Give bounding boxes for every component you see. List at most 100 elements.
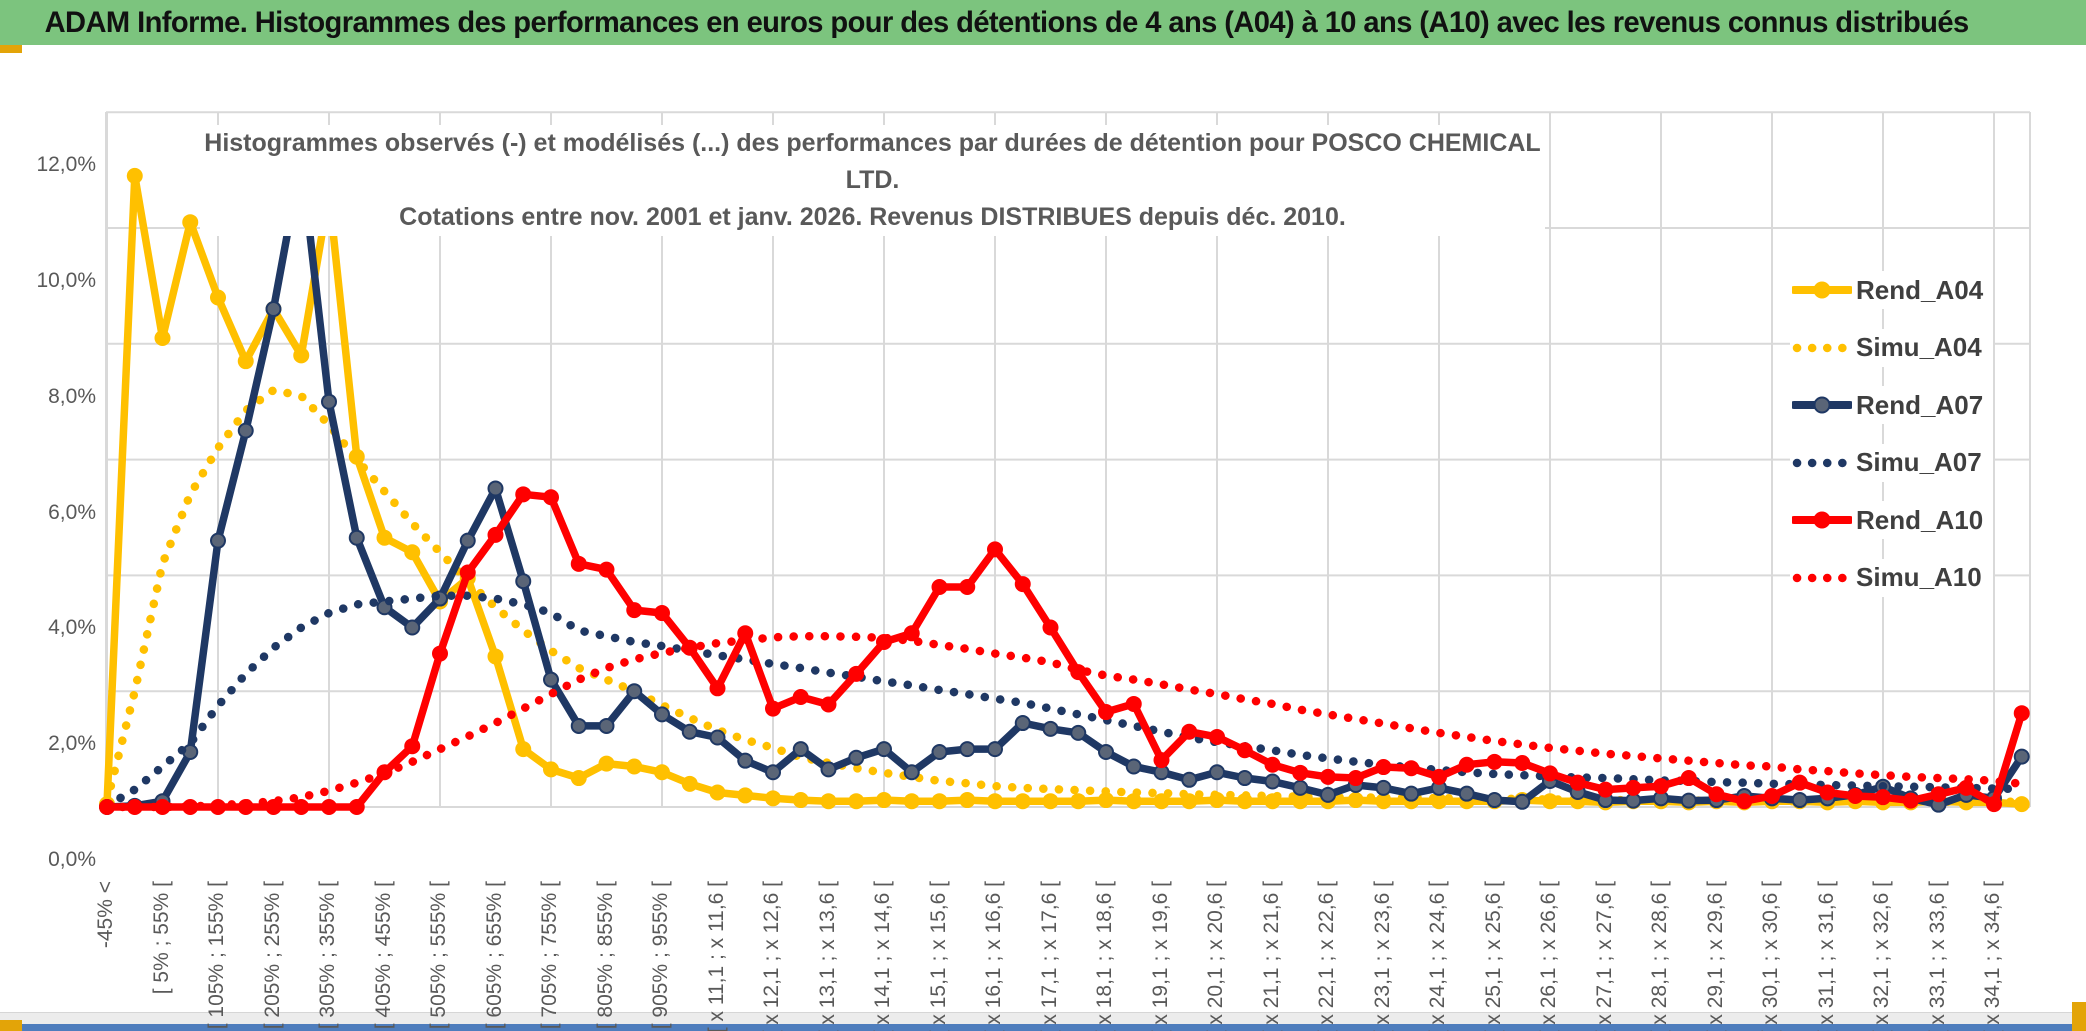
series-Simu_A10 [102,631,2027,812]
marker-Rend_A10 [626,602,643,619]
marker-Rend_A10 [931,578,948,595]
marker-Rend_A10 [404,738,421,755]
marker-Rend_A10 [1347,770,1364,787]
marker-Rend_A10 [1042,619,1059,636]
marker-Rend_A10 [987,541,1003,558]
marker-Rend_A10 [1264,756,1281,773]
marker-Rend_A10 [1819,784,1836,801]
marker-Rend_A10 [1236,742,1253,759]
marker-Rend_A07 [709,729,726,746]
marker-Rend_A10 [1292,764,1309,781]
marker-Rend_A07 [210,532,226,549]
marker-Rend_A10 [598,561,615,578]
x-axis-label: [ x 18,1 ; x 18,6 [ [1093,881,1116,1031]
marker-Rend_A07 [765,764,781,781]
marker-Rend_A04 [210,289,226,306]
marker-Rend_A04 [126,167,143,184]
marker-Rend_A04 [293,347,310,364]
legend-entry-Rend_A10[interactable]: Rend_A10 [1790,501,1994,539]
chart-title: Histogrammes observés (-) et modélisés (… [200,125,1545,236]
performance-histogram-chart [99,111,2031,815]
x-axis-label: [ x 21,1 ; x 21,6 [ [1259,881,1283,1031]
marker-Rend_A07 [515,573,532,590]
marker-Rend_A04 [876,792,892,809]
marker-Rend_A07 [1070,724,1087,741]
marker-Rend_A07 [876,741,892,758]
marker-Rend_A04 [237,353,254,370]
marker-Rend_A10 [709,680,726,697]
x-axis-label: [ x 17,1 ; x 17,6 [ [1037,881,1061,1031]
x-axis-label: [ x 24,1 ; x 24,6 [ [1426,881,1449,1031]
legend-entry-Rend_A04[interactable]: Rend_A04 [1790,271,1994,309]
marker-Rend_A07 [931,743,948,760]
marker-Rend_A07 [1403,785,1420,802]
x-axis-label: [ 805% ; 855% [ [593,881,617,1030]
marker-Rend_A04 [626,758,643,775]
legend-sample-line [1792,573,1852,582]
marker-Rend_A04 [903,793,920,810]
marker-Rend_A10 [1209,728,1225,745]
y-axis-label: 0,0% [48,848,96,871]
x-axis-label: [ x 25,1 ; x 25,6 [ [1481,881,1505,1031]
x-axis-label: [ x 14,1 ; x 14,6 [ [871,881,894,1031]
marker-Rend_A07 [1791,792,1808,809]
marker-Rend_A10 [515,486,532,503]
document-title: ADAM Informe. Histogrammes des performan… [44,5,1970,39]
marker-Rend_A04 [931,793,948,810]
legend-label: Rend_A10 [1856,504,1984,535]
marker-Rend_A10 [1431,768,1447,785]
legend-label: Simu_A10 [1856,562,1982,592]
marker-Rend_A07 [848,749,865,766]
x-axis-label: [ 305% ; 355% [ [316,881,339,1030]
marker-Rend_A10 [1791,774,1808,791]
marker-Rend_A10 [1986,796,2002,813]
marker-Rend_A07 [265,301,282,318]
chart-area: 0,0% 2,0% 4,0% 6,0% 8,0% 10,0% 12,0% -45% < [ 5%… [0,53,2086,1031]
chart-title-line2: Cotations entre nov. 2001 et janv. 2026.… [399,203,1346,231]
x-axis-label: [ x 11,1 ; x 11,6 [ [704,881,728,1031]
x-axis-label: [ 705% ; 755% [ [538,881,561,1030]
x-axis-label: [ x 13,1 ; x 13,6 [ [815,881,839,1031]
x-axis-label: [ x 23,1 ; x 23,6 [ [1370,881,1394,1031]
marker-Rend_A07 [598,717,615,734]
marker-Rend_A07 [1181,771,1198,788]
marker-Rend_A10 [543,489,559,506]
marker-Rend_A04 [598,755,615,772]
marker-Rend_A10 [459,564,476,581]
marker-Rend_A04 [820,793,837,810]
x-axis-label: [ x 29,1 ; x 29,6 [ [1703,881,1727,1031]
marker-Rend_A04 [1014,793,1031,810]
marker-Rend_A10 [1958,779,1975,796]
marker-Rend_A10 [1680,770,1697,787]
marker-Rend_A07 [1292,779,1309,796]
marker-Rend_A10 [1125,695,1142,712]
x-axis-label: [ 605% ; 655% [ [482,881,506,1030]
marker-Rend_A07 [903,764,920,781]
legend-entry-Simu_A10[interactable]: Simu_A10 [1790,558,1994,597]
marker-Rend_A04 [737,787,754,804]
marker-Rend_A07 [1125,758,1142,775]
gold-accent-bottom-left [0,1020,22,1031]
marker-Rend_A07 [1098,743,1114,760]
marker-Rend_A04 [2013,796,2030,813]
legend-entry-Rend_A07[interactable]: Rend_A07 [1790,386,1994,424]
x-axis-label: [ x 26,1 ; x 26,6 [ [1537,881,1560,1031]
marker-Rend_A10 [1486,753,1503,770]
marker-Rend_A04 [376,529,393,546]
x-axis-label: [ 505% ; 555% [ [427,881,450,1030]
marker-Rend_A07 [987,741,1003,758]
marker-Rend_A07 [1014,715,1031,732]
marker-Rend_A04 [654,764,670,781]
x-axis-label: [ 105% ; 155% [ [205,881,228,1030]
marker-Rend_A07 [681,723,698,740]
legend-label: Simu_A07 [1856,447,1982,477]
marker-Rend_A07 [959,741,976,758]
legend-entry-Simu_A07[interactable]: Simu_A07 [1790,443,1994,482]
legend-entry-Simu_A04[interactable]: Simu_A04 [1790,328,1994,367]
chart-legend: Rend_A04 Simu_A04 Rend_A07 Simu_A07 Rend_A10… [1790,271,1994,616]
marker-Rend_A10 [1625,779,1642,796]
marker-Rend_A10 [1653,778,1669,795]
marker-Rend_A10 [432,645,448,662]
marker-Rend_A10 [1708,786,1725,803]
marker-Rend_A10 [570,555,587,572]
